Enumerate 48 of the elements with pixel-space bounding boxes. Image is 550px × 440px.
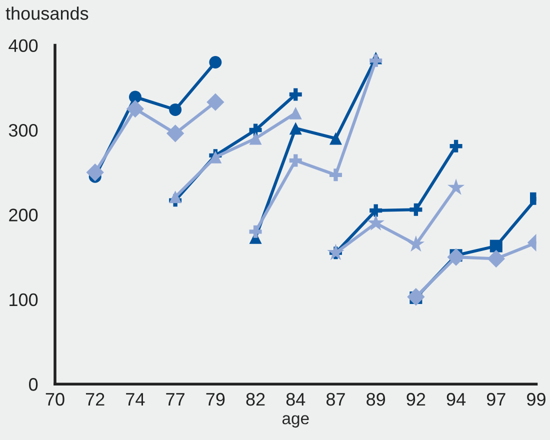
x-tick-label: 77 [166,393,184,406]
point [367,214,384,230]
point [490,240,502,252]
point [128,90,142,104]
point [450,140,462,152]
point [166,124,184,142]
point [407,288,425,306]
point [289,154,302,167]
y-tick-label: 0 [29,378,38,391]
x-tick-label: 72 [86,392,104,406]
point [329,132,342,145]
point [327,244,344,260]
y-tick-label: 100 [10,293,38,306]
y-axis-title: thousands [6,6,88,20]
point [169,190,182,204]
x-tick-label: 82 [246,392,265,406]
x-tick-label: 99 [527,392,546,406]
point [126,100,144,118]
point [447,178,465,195]
x-tick-label: 87 [326,392,345,406]
point [209,56,222,69]
x-tick-label: 74 [126,393,145,406]
x-tick-label: 79 [206,392,225,406]
point [169,103,182,116]
x-axis-title: age [282,415,309,428]
point [447,248,465,266]
point [289,122,302,135]
x-tick-label: 92 [406,392,426,406]
point [86,164,104,182]
x-tick-label: 89 [366,392,386,406]
x-tick-label: 97 [486,392,506,406]
y-tick-label: 200 [9,208,38,222]
x-tick-label: 84 [286,392,306,406]
point [410,203,422,216]
point [407,235,425,252]
point [206,93,224,111]
point [487,250,505,268]
x-tick-label: 94 [446,392,466,406]
point [329,168,342,182]
y-tick-label: 400 [8,39,38,52]
x-tick-label: 70 [46,392,64,406]
point [370,204,382,217]
point [289,88,302,101]
point [370,54,382,67]
point [249,132,262,145]
y-tick-label: 300 [8,124,38,137]
point [289,106,302,120]
point [249,225,262,238]
